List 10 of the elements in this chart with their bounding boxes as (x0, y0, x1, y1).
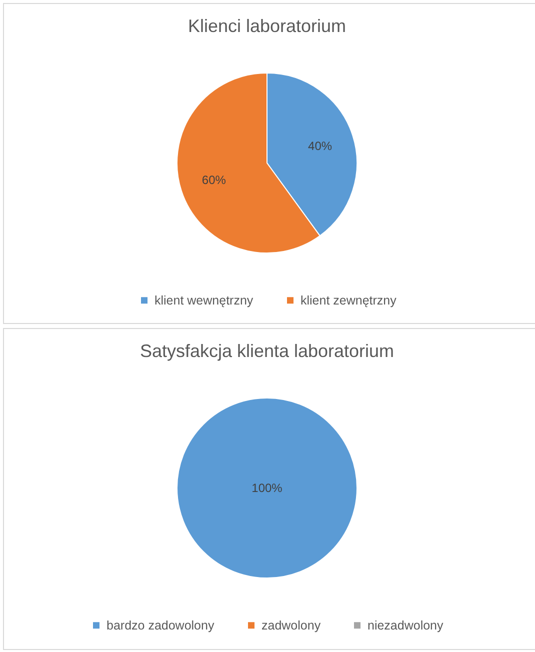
data-label: 40% (308, 138, 332, 153)
chart-title: Klienci laboratorium (188, 16, 346, 36)
data-label: 60% (202, 173, 226, 188)
chart-title: Satysfakcja klienta laboratorium (140, 341, 394, 361)
legend-label: klient wewnętrzny (154, 293, 254, 308)
legend-label: klient zewnętrzny (300, 293, 398, 308)
legend-label: bardzo zadowolony (106, 618, 215, 632)
legend-label: zadwolony (262, 618, 322, 632)
legend-label: niezadwolony (368, 618, 444, 632)
data-label: 100% (252, 481, 283, 495)
